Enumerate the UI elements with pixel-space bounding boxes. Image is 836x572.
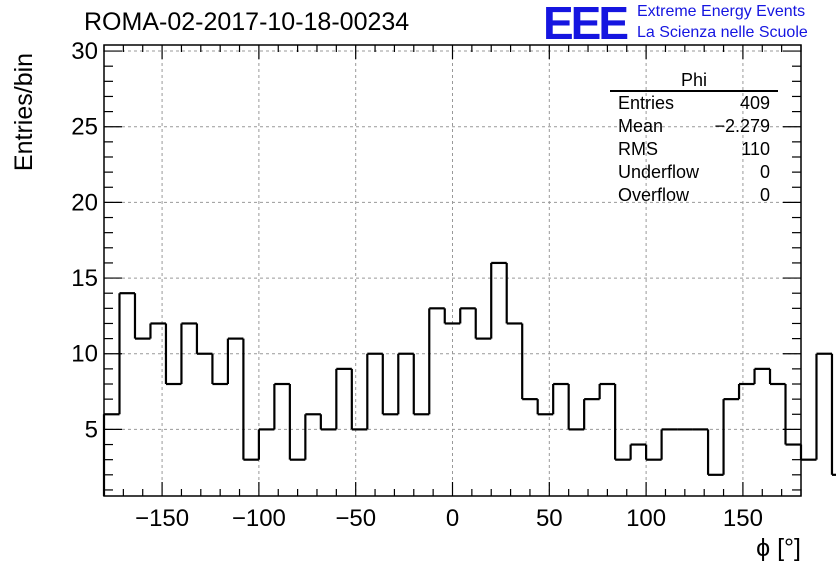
x-tick-label: −100 (232, 505, 286, 532)
stats-label: RMS (618, 139, 658, 159)
logo-line-1: Extreme Energy Events (637, 3, 806, 20)
axis-tick-labels: −150 −100 −50 0 50 100 150 5 10 15 20 25 30 (71, 38, 763, 532)
run-title: ROMA-02-2017-10-18-00234 (84, 8, 410, 36)
y-tick-label: 20 (71, 189, 98, 216)
stats-row-mean: Mean −2.279 (610, 115, 778, 138)
stats-label: Overflow (618, 185, 690, 205)
y-tick-label: 25 (71, 114, 98, 141)
x-tick-label: 150 (723, 505, 763, 532)
stats-value: 0 (759, 162, 770, 182)
stats-row-underflow: Underflow 0 (610, 161, 778, 184)
logo-line-2: La Scienza nelle Scuole (637, 24, 808, 41)
stats-title: Phi (610, 70, 778, 92)
y-axis-label: Entries/bin (10, 53, 38, 171)
stats-row-rms: RMS 110 (610, 138, 778, 161)
stats-row-entries: Entries 409 (610, 92, 778, 115)
x-tick-label: −150 (135, 505, 189, 532)
eee-logo: EEE (543, 0, 629, 49)
stats-value: 0 (759, 185, 770, 205)
y-tick-label: 15 (71, 265, 98, 292)
stats-label: Mean (618, 116, 664, 136)
stats-value: −2.279 (714, 116, 770, 136)
y-tick-label: 10 (71, 341, 98, 368)
x-axis-label: ϕ [°] (756, 534, 801, 562)
stats-value: 409 (739, 93, 770, 113)
stats-label: Underflow (618, 162, 700, 182)
stats-label: Entries (618, 93, 675, 113)
x-tick-label: 0 (446, 505, 459, 532)
stats-box: Phi Entries 409 Mean −2.279 RMS 110 Unde… (610, 70, 778, 207)
y-tick-label: 5 (85, 416, 98, 443)
stats-row-overflow: Overflow 0 (610, 184, 778, 207)
x-tick-label: −50 (335, 505, 376, 532)
y-tick-label: 30 (71, 38, 98, 65)
x-tick-label: 100 (626, 505, 666, 532)
stats-value: 110 (741, 139, 770, 159)
x-tick-label: 50 (536, 505, 563, 532)
axis-ticks (103, 45, 802, 496)
